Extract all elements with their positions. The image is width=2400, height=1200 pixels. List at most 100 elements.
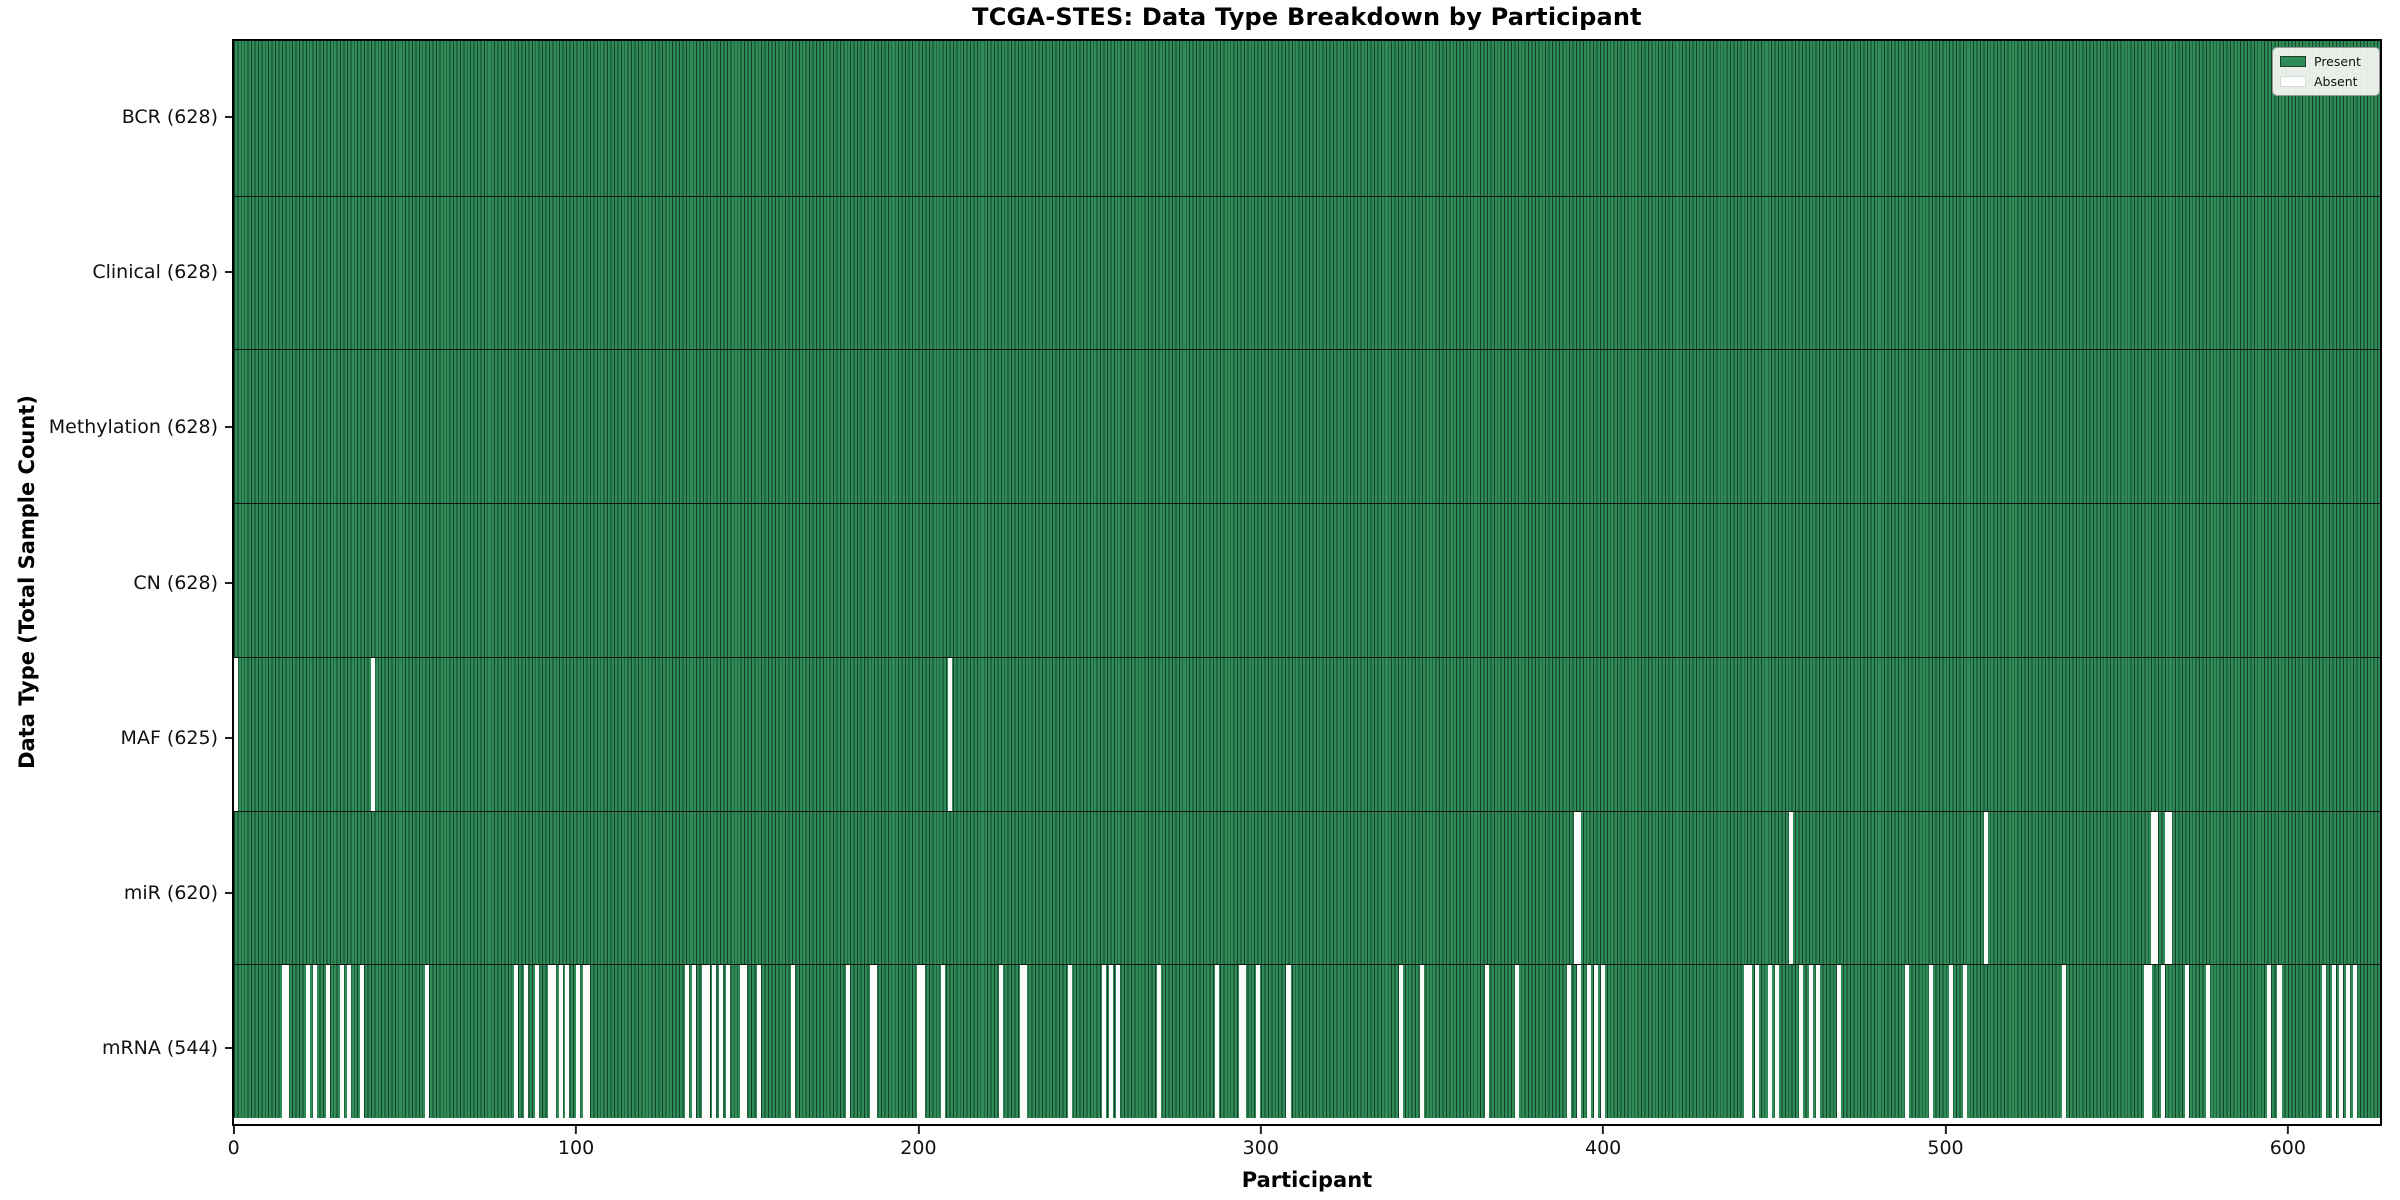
xtick-mark	[917, 1126, 920, 1134]
xtick-mark	[232, 1126, 235, 1134]
absent-mark	[548, 965, 553, 1118]
absent-mark	[2352, 965, 2357, 1118]
absent-mark	[2321, 965, 2326, 1118]
absent-mark	[948, 657, 953, 811]
absent-mark	[702, 965, 707, 1118]
xtick-mark	[1259, 1126, 1262, 1134]
absent-mark	[370, 657, 375, 811]
absent-mark	[346, 965, 351, 1118]
absent-mark	[305, 965, 310, 1118]
data-row-maf	[234, 656, 2380, 811]
absent-mark	[1108, 965, 1113, 1118]
absent-mark	[2345, 965, 2350, 1118]
absent-mark	[1067, 965, 1072, 1118]
absent-mark	[2168, 811, 2173, 965]
ytick-maf: MAF (625)	[121, 727, 232, 749]
ytick-mark	[225, 892, 232, 895]
absent-mark	[845, 965, 850, 1118]
xtick-label: 500	[1927, 1137, 1964, 1159]
absent-mark	[739, 965, 744, 1118]
absent-mark	[1744, 965, 1749, 1118]
xtick-200: 200	[900, 1126, 937, 1159]
ytick-label: Methylation (628)	[48, 416, 218, 439]
absent-mark	[558, 965, 563, 1118]
ytick-mark	[225, 581, 232, 584]
absent-mark	[551, 965, 556, 1118]
ytick-bcr: BCR (628)	[122, 106, 232, 128]
absent-mark	[339, 965, 344, 1118]
absent-mark	[575, 965, 580, 1118]
absent-mark	[1019, 965, 1024, 1118]
absent-mark	[1836, 965, 1841, 1118]
absent-mark	[1515, 965, 1520, 1118]
absent-mark	[2332, 965, 2337, 1118]
absent-mark	[1963, 965, 1968, 1118]
absent-mark	[1788, 811, 1793, 965]
absent-mark	[685, 965, 690, 1118]
absent-mark	[1594, 965, 1599, 1118]
absent-mark	[425, 965, 430, 1118]
absent-mark	[1023, 965, 1028, 1118]
xtick-mark	[1602, 1126, 1605, 1134]
xtick-mark	[575, 1126, 578, 1134]
absent-mark	[1928, 965, 1933, 1118]
data-row-mrna	[234, 964, 2380, 1118]
absent-mark	[1576, 965, 1581, 1118]
absent-mark	[582, 965, 587, 1118]
absent-mark	[2151, 811, 2156, 965]
xtick-400: 400	[1585, 1126, 1621, 1159]
absent-mark	[712, 965, 717, 1118]
absent-mark	[1816, 965, 1821, 1118]
x-axis-label: Participant	[1241, 1168, 1373, 1192]
ytick-mir: miR (620)	[124, 882, 232, 904]
absent-mark	[869, 965, 874, 1118]
data-row-mir	[234, 810, 2380, 965]
absent-mark	[2161, 965, 2166, 1118]
xtick-mark	[2286, 1126, 2289, 1134]
absent-mark	[1484, 965, 1489, 1118]
ytick-label: miR (620)	[123, 882, 218, 905]
absent-mark	[941, 965, 946, 1118]
absent-mark	[1101, 965, 1106, 1118]
data-row-methylation	[234, 349, 2380, 504]
xtick-600: 600	[2270, 1126, 2306, 1159]
absent-mark	[920, 965, 925, 1118]
data-row-bcr	[234, 41, 2380, 196]
absent-mark	[873, 965, 878, 1118]
absent-mark	[1768, 965, 1773, 1118]
data-row-cn	[234, 503, 2380, 657]
xtick-0: 0	[228, 1126, 240, 1159]
absent-mark	[2338, 965, 2344, 1118]
absent-mark	[1905, 965, 1910, 1118]
xtick-mark	[1944, 1126, 1947, 1134]
ytick-label: Clinical (628)	[92, 260, 218, 283]
absent-mark	[1573, 811, 1578, 965]
absent-mark	[1799, 965, 1804, 1118]
legend: Present Absent	[2272, 47, 2380, 96]
ytick-cn: CN (628)	[133, 572, 232, 594]
absent-mark	[1600, 965, 1605, 1118]
legend-label: Absent	[2314, 74, 2358, 89]
absent-mark	[691, 965, 696, 1118]
legend-swatch-present	[2280, 56, 2306, 67]
absent-mark	[2144, 965, 2149, 1118]
absent-mark	[2205, 965, 2210, 1118]
xtick-label: 400	[1584, 1137, 1622, 1159]
absent-mark	[1983, 811, 1988, 965]
chart-title: TCGA-STES: Data Type Breakdown by Partic…	[972, 3, 1642, 31]
legend-item-present: Present	[2280, 54, 2371, 69]
absent-mark	[2147, 965, 2152, 1118]
absent-mark	[285, 965, 290, 1118]
absent-mark	[1115, 965, 1120, 1118]
ytick-mark	[225, 115, 232, 118]
absent-mark	[705, 965, 710, 1118]
absent-mark	[1809, 965, 1814, 1118]
absent-mark	[1566, 965, 1571, 1118]
xtick-label: 100	[557, 1137, 595, 1159]
absent-mark	[2267, 965, 2272, 1118]
x-axis-ticks: 0 100 200 300 400 500 600	[228, 1126, 2382, 1172]
absent-mark	[281, 965, 286, 1118]
absent-mark	[534, 965, 539, 1118]
absent-mark	[312, 965, 317, 1118]
